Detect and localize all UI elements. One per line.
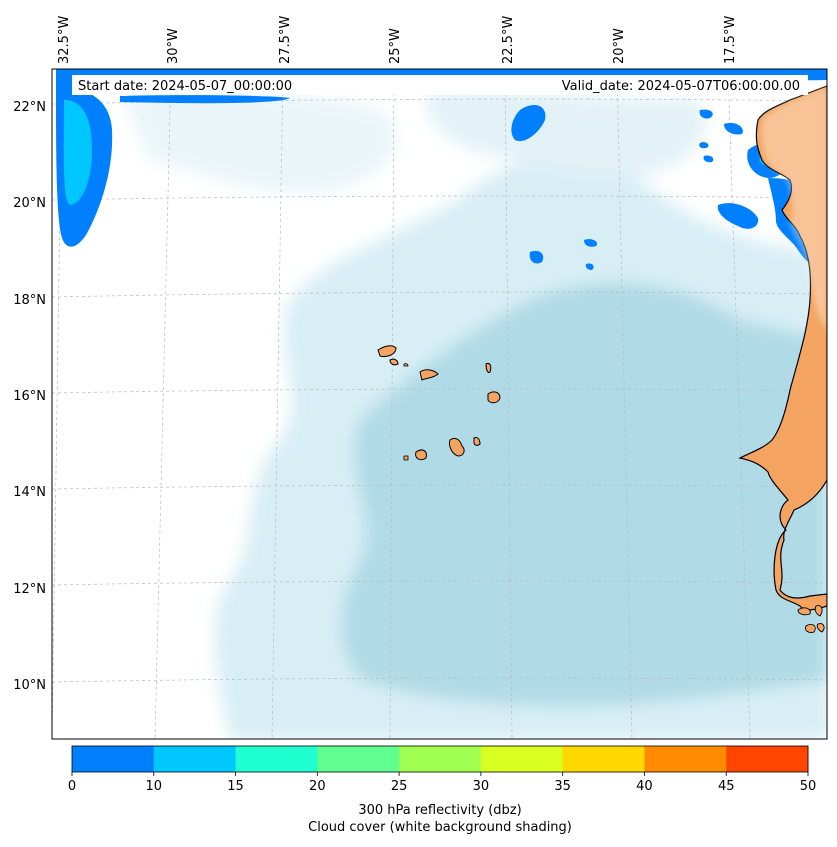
- colorbar-tick-label: 10: [146, 779, 163, 794]
- colorbar-segment: [235, 746, 318, 772]
- colorbar-tick-label: 35: [554, 779, 571, 794]
- colorbar-sublabel: Cloud cover (white background shading): [308, 820, 572, 835]
- lat-label-22n: 22°N: [13, 100, 46, 115]
- lat-label-12n: 12°N: [13, 582, 46, 597]
- land-areas: [377, 85, 827, 633]
- lat-label-14n: 14°N: [13, 485, 46, 500]
- colorbar: 0 10 15 20 25 30 35 40 45 50 300 hPa reflectivity…: [68, 745, 817, 835]
- colorbar-tick-label: 20: [309, 779, 326, 794]
- lon-label-25w: 25°W: [388, 28, 403, 64]
- colorbar-segment: [562, 746, 645, 772]
- map-frame: [51, 68, 828, 740]
- colorbar-segment: [72, 746, 155, 772]
- colorbar-segment: [399, 746, 482, 772]
- colorbar-tick-label: 15: [227, 779, 244, 794]
- colorbar-segment: [644, 746, 727, 772]
- lat-label-18n: 18°N: [13, 293, 46, 308]
- cloud-cover-shading: [120, 86, 827, 739]
- map-area: [52, 69, 827, 739]
- colorbar-tick-label: 50: [800, 779, 817, 794]
- valid-date-label: Valid_date: 2024-05-07T06:00:00.00: [562, 79, 800, 94]
- colorbar-label: 300 hPa reflectivity (dbz): [358, 803, 521, 818]
- colorbar-segment: [726, 746, 809, 772]
- colorbar-segment: [153, 746, 237, 772]
- colorbar-tick-label: 0: [68, 779, 76, 794]
- latitude-labels: 22°N 20°N 18°N 16°N 14°N 12°N 10°N: [13, 100, 46, 693]
- lon-label-27-5w: 27.5°W: [278, 16, 293, 64]
- lon-label-32-5w: 32.5°W: [57, 16, 72, 64]
- longitude-labels: 32.5°W 30°W 27.5°W 25°W 22.5°W 20°W 17.5…: [57, 16, 738, 64]
- start-date-label: Start date: 2024-05-07_00:00:00: [78, 79, 292, 94]
- colorbar-segment: [317, 746, 400, 772]
- colorbar-tick-label: 45: [718, 779, 735, 794]
- colorbar-segment: [480, 746, 564, 772]
- lon-label-20w: 20°W: [612, 28, 627, 64]
- lat-label-10n: 10°N: [13, 678, 46, 693]
- lon-label-30w: 30°W: [166, 28, 181, 64]
- colorbar-tick-label: 25: [391, 779, 408, 794]
- graticule: [52, 69, 827, 739]
- lon-label-22-5w: 22.5°W: [501, 16, 516, 64]
- info-box: Start date: 2024-05-07_00:00:00 Valid_da…: [72, 75, 808, 95]
- colorbar-tick-label: 30: [473, 779, 490, 794]
- colorbar-tick-label: 40: [636, 779, 653, 794]
- lat-label-20n: 20°N: [13, 196, 46, 211]
- lat-label-16n: 16°N: [13, 389, 46, 404]
- lon-label-17-5w: 17.5°W: [723, 16, 738, 64]
